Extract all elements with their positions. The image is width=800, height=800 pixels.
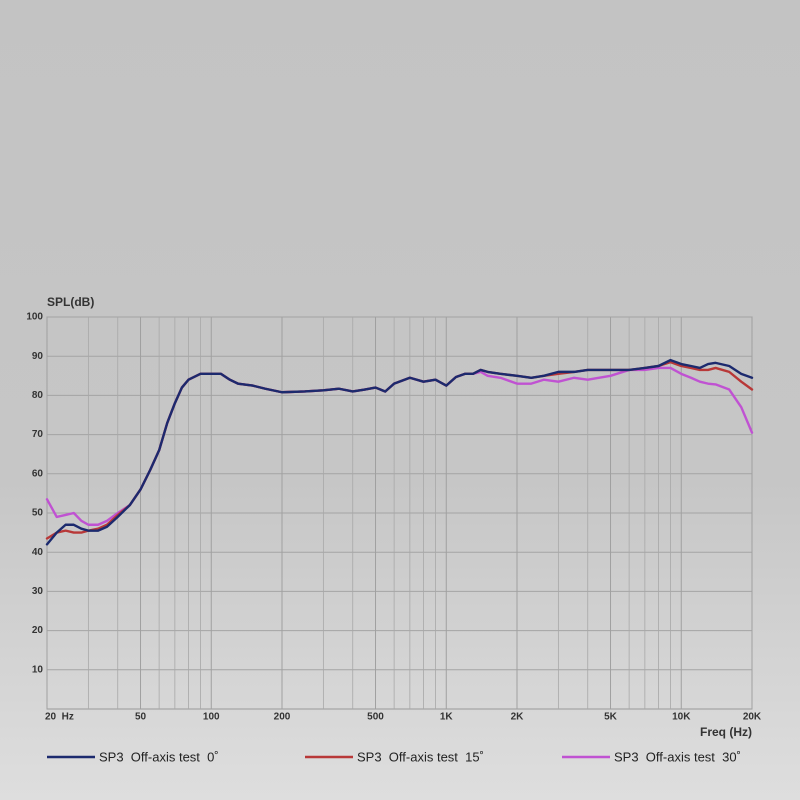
y-tick-label: 100 xyxy=(26,312,43,323)
x-tick-label: 1K xyxy=(440,712,454,723)
x-tick-label: 10K xyxy=(672,712,691,723)
x-tick-label: 20 Hz xyxy=(45,712,74,723)
x-tick-label: 100 xyxy=(203,712,220,723)
y-tick-label: 80 xyxy=(32,390,44,401)
x-tick-label: 20K xyxy=(743,712,762,723)
x-tick-label: 500 xyxy=(367,712,384,723)
y-tick-label: 90 xyxy=(32,351,44,362)
y-tick-label: 30 xyxy=(32,586,44,597)
y-tick-label: 20 xyxy=(32,625,44,636)
x-tick-label: 2K xyxy=(511,712,525,723)
y-tick-label: 70 xyxy=(32,429,44,440)
legend-label: SP3 Off-axis test 0˚ xyxy=(99,749,219,764)
x-tick-label: 200 xyxy=(274,712,291,723)
x-axis-title: Freq (Hz) xyxy=(700,725,752,739)
y-tick-label: 60 xyxy=(32,468,44,479)
series-line xyxy=(45,358,754,546)
x-tick-label: 50 xyxy=(135,712,147,723)
y-tick-label: 10 xyxy=(32,664,44,675)
legend-label: SP3 Off-axis test 30˚ xyxy=(614,749,741,764)
x-tick-label: 5K xyxy=(604,712,618,723)
y-tick-label: 50 xyxy=(32,508,44,519)
y-tick-label: 40 xyxy=(32,547,44,558)
y-axis-title: SPL(dB) xyxy=(47,295,94,309)
legend-label: SP3 Off-axis test 15˚ xyxy=(357,749,484,764)
